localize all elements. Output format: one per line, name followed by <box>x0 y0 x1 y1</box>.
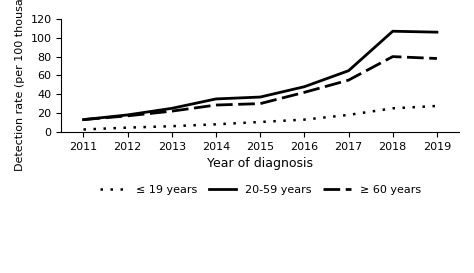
X-axis label: Year of diagnosis: Year of diagnosis <box>207 157 313 170</box>
Y-axis label: Detection rate (per 100 thousand): Detection rate (per 100 thousand) <box>15 0 25 171</box>
Legend: ≤ 19 years, 20-59 years, ≥ 60 years: ≤ 19 years, 20-59 years, ≥ 60 years <box>95 180 425 199</box>
